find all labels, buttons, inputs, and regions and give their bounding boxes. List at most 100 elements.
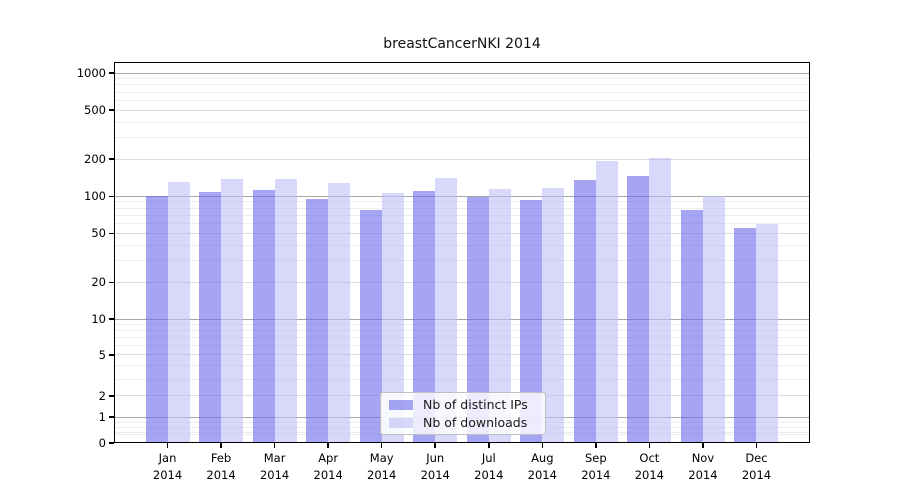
x-tick-jul — [488, 443, 490, 448]
y-tick-0 — [109, 442, 114, 444]
chart-title: breastCancerNKI 2014 — [383, 36, 541, 52]
gridline-100 — [114, 195, 810, 197]
gridline-minor-80 — [114, 207, 810, 209]
y-tick-label-1000: 1000 — [76, 66, 106, 81]
x-tick-label-dec: Dec 2014 — [741, 451, 772, 482]
gridline-minor-400 — [114, 121, 810, 123]
x-tick-may — [380, 443, 383, 448]
x-tick-aug — [541, 443, 544, 448]
bar-downloads-jun — [435, 177, 458, 443]
x-tick-label-nov: Nov 2014 — [688, 451, 718, 482]
x-tick-jan — [166, 443, 169, 448]
bar-distinct-ips-may — [359, 209, 382, 443]
y-tick-50 — [109, 232, 114, 235]
y-tick-2 — [109, 395, 114, 397]
x-tick-label-jan: Jan 2014 — [152, 451, 183, 482]
x-tick-label-feb: Feb 2014 — [206, 451, 236, 482]
y-tick-label-500: 500 — [84, 103, 106, 118]
y-tick-1000 — [109, 72, 114, 74]
y-tick-100 — [109, 195, 114, 198]
legend: Nb of distinct IPs Nb of downloads — [380, 392, 546, 435]
x-tick-oct — [648, 443, 651, 448]
gridline-1000 — [114, 72, 810, 74]
y-tick-20 — [109, 281, 114, 284]
y-tick-label-50: 50 — [91, 226, 106, 241]
x-tick-label-oct: Oct 2014 — [634, 451, 665, 482]
legend-label-downloads: Nb of downloads — [423, 415, 528, 430]
gridline-minor-800 — [114, 84, 810, 86]
gridline-minor-300 — [114, 137, 810, 138]
bar-distinct-ips-dec — [734, 228, 757, 443]
y-tick-500 — [109, 109, 114, 111]
x-tick-feb — [220, 443, 222, 448]
y-tick-label-5: 5 — [98, 347, 106, 362]
bar-distinct-ips-apr — [306, 199, 329, 443]
y-tick-label-10: 10 — [91, 312, 106, 327]
bar-downloads-sep — [595, 160, 618, 443]
bar-distinct-ips-sep — [573, 179, 596, 443]
x-tick-label-apr: Apr 2014 — [313, 451, 343, 482]
bar-downloads-jan — [167, 182, 190, 443]
gridline-minor-40 — [114, 244, 810, 246]
bar-downloads-may — [381, 193, 404, 443]
x-tick-jun — [434, 443, 436, 448]
x-tick-label-sep: Sep 2014 — [581, 451, 611, 482]
gridline-minor-6 — [114, 345, 810, 347]
bar-distinct-ips-jul — [466, 196, 489, 443]
gridline-50 — [114, 232, 810, 234]
x-tick-dec — [755, 443, 758, 448]
y-tick-label-20: 20 — [91, 275, 106, 290]
bar-downloads-apr — [328, 183, 351, 443]
x-tick-label-jun: Jun 2014 — [420, 451, 450, 482]
y-tick-10 — [109, 318, 114, 320]
x-tick-apr — [327, 443, 329, 448]
gridline-minor-8 — [114, 330, 810, 332]
legend-swatch-downloads — [389, 417, 413, 428]
y-tick-label-100: 100 — [84, 189, 106, 204]
legend-swatch-distinct-ips — [389, 399, 413, 410]
gridline-minor-4 — [114, 365, 810, 367]
y-tick-label-1: 1 — [98, 410, 106, 425]
bar-downloads-mar — [274, 179, 297, 443]
y-tick-label-200: 200 — [84, 152, 106, 167]
bar-distinct-ips-oct — [627, 176, 650, 443]
x-tick-sep — [595, 443, 597, 448]
bar-downloads-dec — [756, 223, 779, 443]
bar-downloads-oct — [649, 157, 672, 443]
legend-row-downloads: Nb of downloads — [381, 415, 545, 430]
bar-downloads-feb — [221, 178, 244, 443]
bar-distinct-ips-feb — [199, 191, 222, 443]
gridline-5 — [114, 354, 810, 356]
gridline-minor-70 — [114, 214, 810, 216]
bar-downloads-jul — [488, 188, 511, 443]
x-tick-label-may: May 2014 — [367, 451, 397, 482]
gridline-minor-900 — [114, 78, 810, 80]
gridline-minor-700 — [114, 91, 810, 93]
bar-distinct-ips-jun — [413, 191, 436, 443]
bar-downloads-nov — [702, 196, 725, 443]
legend-row-distinct-ips: Nb of distinct IPs — [381, 397, 545, 412]
x-tick-label-aug: Aug 2014 — [527, 451, 557, 482]
bar-distinct-ips-aug — [520, 199, 543, 443]
gridline-minor-3 — [114, 378, 810, 380]
bar-distinct-ips-mar — [252, 189, 275, 443]
bar-distinct-ips-jan — [145, 196, 168, 443]
x-tick-mar — [273, 443, 276, 448]
x-tick-nov — [702, 443, 704, 448]
gridline-500 — [114, 109, 810, 111]
gridline-minor-90 — [114, 201, 810, 203]
legend-label-distinct-ips: Nb of distinct IPs — [423, 397, 528, 412]
plot-area — [114, 62, 810, 443]
x-tick-label-mar: Mar 2014 — [259, 451, 290, 482]
y-tick-1 — [109, 416, 114, 418]
y-tick-5 — [109, 354, 114, 356]
gridline-minor-60 — [114, 223, 810, 225]
x-tick-label-jul: Jul 2014 — [474, 451, 504, 482]
y-tick-label-2: 2 — [98, 388, 106, 403]
y-tick-label-0: 0 — [98, 436, 106, 450]
gridline-minor-7 — [114, 337, 810, 339]
bar-downloads-aug — [542, 188, 565, 443]
bar-distinct-ips-nov — [680, 209, 703, 443]
gridline-minor-600 — [114, 99, 810, 101]
